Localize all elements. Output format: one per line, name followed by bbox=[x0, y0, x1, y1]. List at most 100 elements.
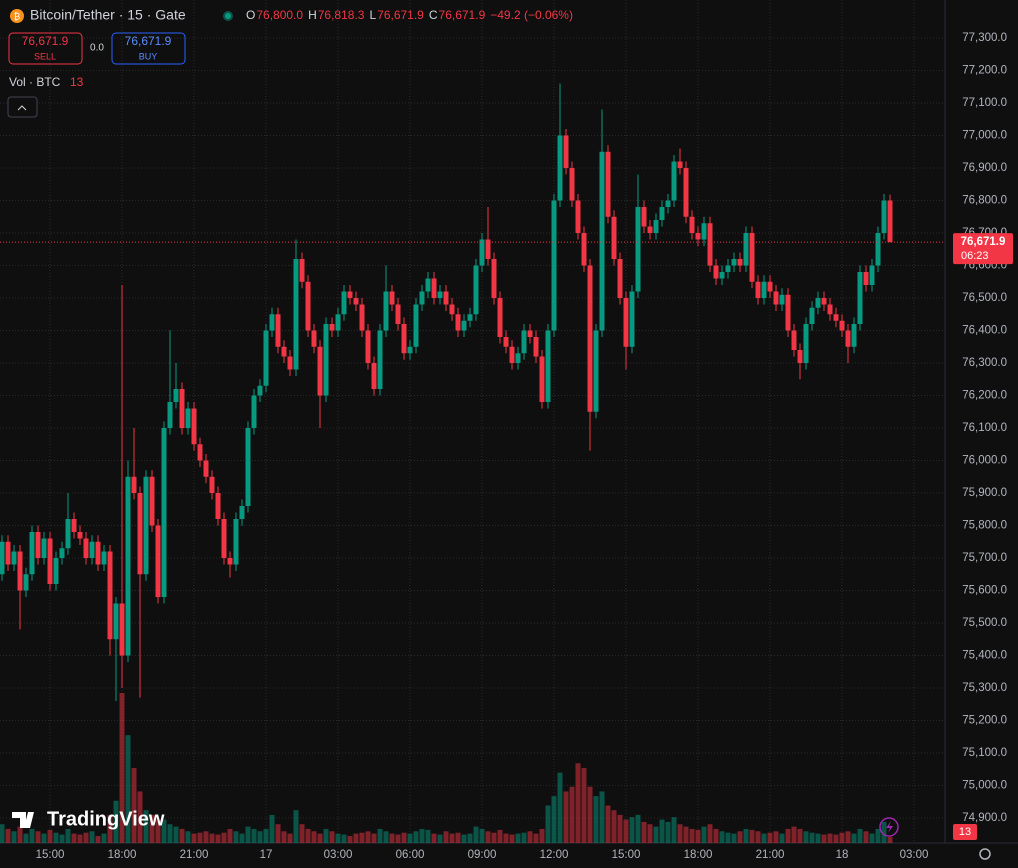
y-tick-label: 76,200.0 bbox=[962, 390, 1007, 402]
volume-bar bbox=[773, 831, 779, 843]
x-tick-label: 18 bbox=[836, 849, 849, 861]
settings-button[interactable] bbox=[979, 848, 991, 860]
volume-bar bbox=[617, 814, 623, 843]
candle-body bbox=[815, 298, 821, 308]
volume-bar bbox=[521, 832, 527, 843]
candle-body bbox=[413, 304, 419, 347]
volume-bar bbox=[677, 824, 683, 843]
volume-bar bbox=[251, 828, 257, 843]
volume-bar bbox=[509, 834, 515, 843]
y-tick-label: 76,400.0 bbox=[962, 325, 1007, 337]
volume-bar bbox=[65, 828, 71, 843]
volume-bar bbox=[407, 833, 413, 843]
candle-body bbox=[509, 346, 515, 364]
volume-bar bbox=[185, 831, 191, 843]
candle-body bbox=[65, 518, 71, 549]
candle-body bbox=[161, 427, 167, 597]
y-tick-label: 76,800.0 bbox=[962, 195, 1007, 207]
candle-body bbox=[281, 346, 287, 357]
volume-bar bbox=[125, 735, 131, 843]
candle-body bbox=[665, 200, 671, 208]
candle-body bbox=[797, 350, 803, 364]
volume-bar bbox=[869, 833, 875, 843]
candle-body bbox=[239, 505, 245, 519]
candle-body bbox=[407, 346, 413, 354]
candle-body bbox=[329, 324, 335, 331]
volume-bar bbox=[653, 826, 659, 843]
volume-bar bbox=[779, 833, 785, 843]
y-tick-label: 76,900.0 bbox=[962, 162, 1007, 174]
candle-body bbox=[503, 337, 509, 347]
volume-bar bbox=[101, 833, 107, 843]
volume-bar bbox=[425, 829, 431, 843]
y-tick-label: 77,000.0 bbox=[962, 130, 1007, 142]
volume-bar bbox=[17, 826, 23, 843]
candle-body bbox=[497, 298, 503, 338]
candle-body bbox=[29, 531, 35, 575]
volume-tag-value: 13 bbox=[959, 826, 971, 838]
candle-body bbox=[539, 356, 545, 403]
candle-body bbox=[557, 135, 563, 201]
x-tick-label: 06:00 bbox=[396, 849, 425, 861]
lightning-button[interactable] bbox=[879, 817, 899, 837]
ohlc-key: O bbox=[246, 8, 255, 22]
volume-title: Vol · BTC bbox=[9, 75, 61, 89]
volume-bar bbox=[359, 832, 365, 843]
candle-body bbox=[113, 603, 119, 640]
volume-bar bbox=[545, 805, 551, 843]
candle-body bbox=[173, 389, 179, 403]
candle-body bbox=[653, 220, 659, 234]
volume-bar bbox=[809, 832, 815, 843]
volume-bar bbox=[791, 826, 797, 843]
volume-bar bbox=[527, 831, 533, 843]
volume-bar bbox=[371, 833, 377, 843]
candle-body bbox=[455, 314, 461, 331]
candle-body bbox=[785, 294, 791, 331]
volume-bar bbox=[875, 828, 881, 843]
candle-body bbox=[569, 168, 575, 201]
volume-bar bbox=[485, 831, 491, 843]
candle-body bbox=[779, 294, 785, 305]
candle-body bbox=[533, 337, 539, 357]
candle-body bbox=[851, 324, 857, 347]
candle-body bbox=[515, 353, 521, 364]
sell-button[interactable] bbox=[8, 32, 83, 65]
candle-body bbox=[371, 363, 377, 390]
y-tick-label: 77,300.0 bbox=[962, 32, 1007, 44]
y-tick-label: 76,000.0 bbox=[962, 455, 1007, 467]
overlay: ₿ Bitcoin/Tether · 15 · Gate O 76,800.0 H 7… bbox=[0, 7, 991, 860]
candle-body bbox=[695, 233, 701, 240]
volume-bar bbox=[299, 824, 305, 843]
volume-bar bbox=[635, 814, 641, 843]
y-tick-label: 75,300.0 bbox=[962, 682, 1007, 694]
volume-bar bbox=[281, 831, 287, 843]
volume-bar bbox=[161, 819, 167, 843]
candle-body bbox=[155, 525, 161, 597]
volume-bar bbox=[821, 834, 827, 843]
candle-body bbox=[83, 538, 89, 558]
y-tick-label: 75,000.0 bbox=[962, 780, 1007, 792]
volume-bar bbox=[623, 819, 629, 843]
y-tick-label: 75,700.0 bbox=[962, 552, 1007, 564]
volume-bar bbox=[209, 833, 215, 843]
volume-bar bbox=[539, 828, 545, 843]
candle-body bbox=[641, 207, 647, 227]
volume-bar bbox=[269, 814, 275, 843]
volume-bar bbox=[845, 831, 851, 843]
volume-bar bbox=[833, 834, 839, 843]
volume-bar bbox=[713, 828, 719, 843]
candle-body bbox=[749, 233, 755, 282]
volume-bar bbox=[221, 832, 227, 843]
ohlc-key: C bbox=[429, 8, 438, 22]
candle-body bbox=[773, 291, 779, 305]
candle-body bbox=[689, 216, 695, 234]
candle-body bbox=[635, 207, 641, 292]
volume-bar bbox=[287, 833, 293, 843]
candle-body bbox=[671, 161, 677, 201]
volume-bar bbox=[317, 833, 323, 843]
buy-button[interactable] bbox=[111, 32, 186, 65]
candle-body bbox=[185, 408, 191, 428]
candle-body bbox=[791, 330, 797, 351]
candle-body bbox=[197, 444, 203, 461]
volume-bar bbox=[89, 831, 95, 843]
